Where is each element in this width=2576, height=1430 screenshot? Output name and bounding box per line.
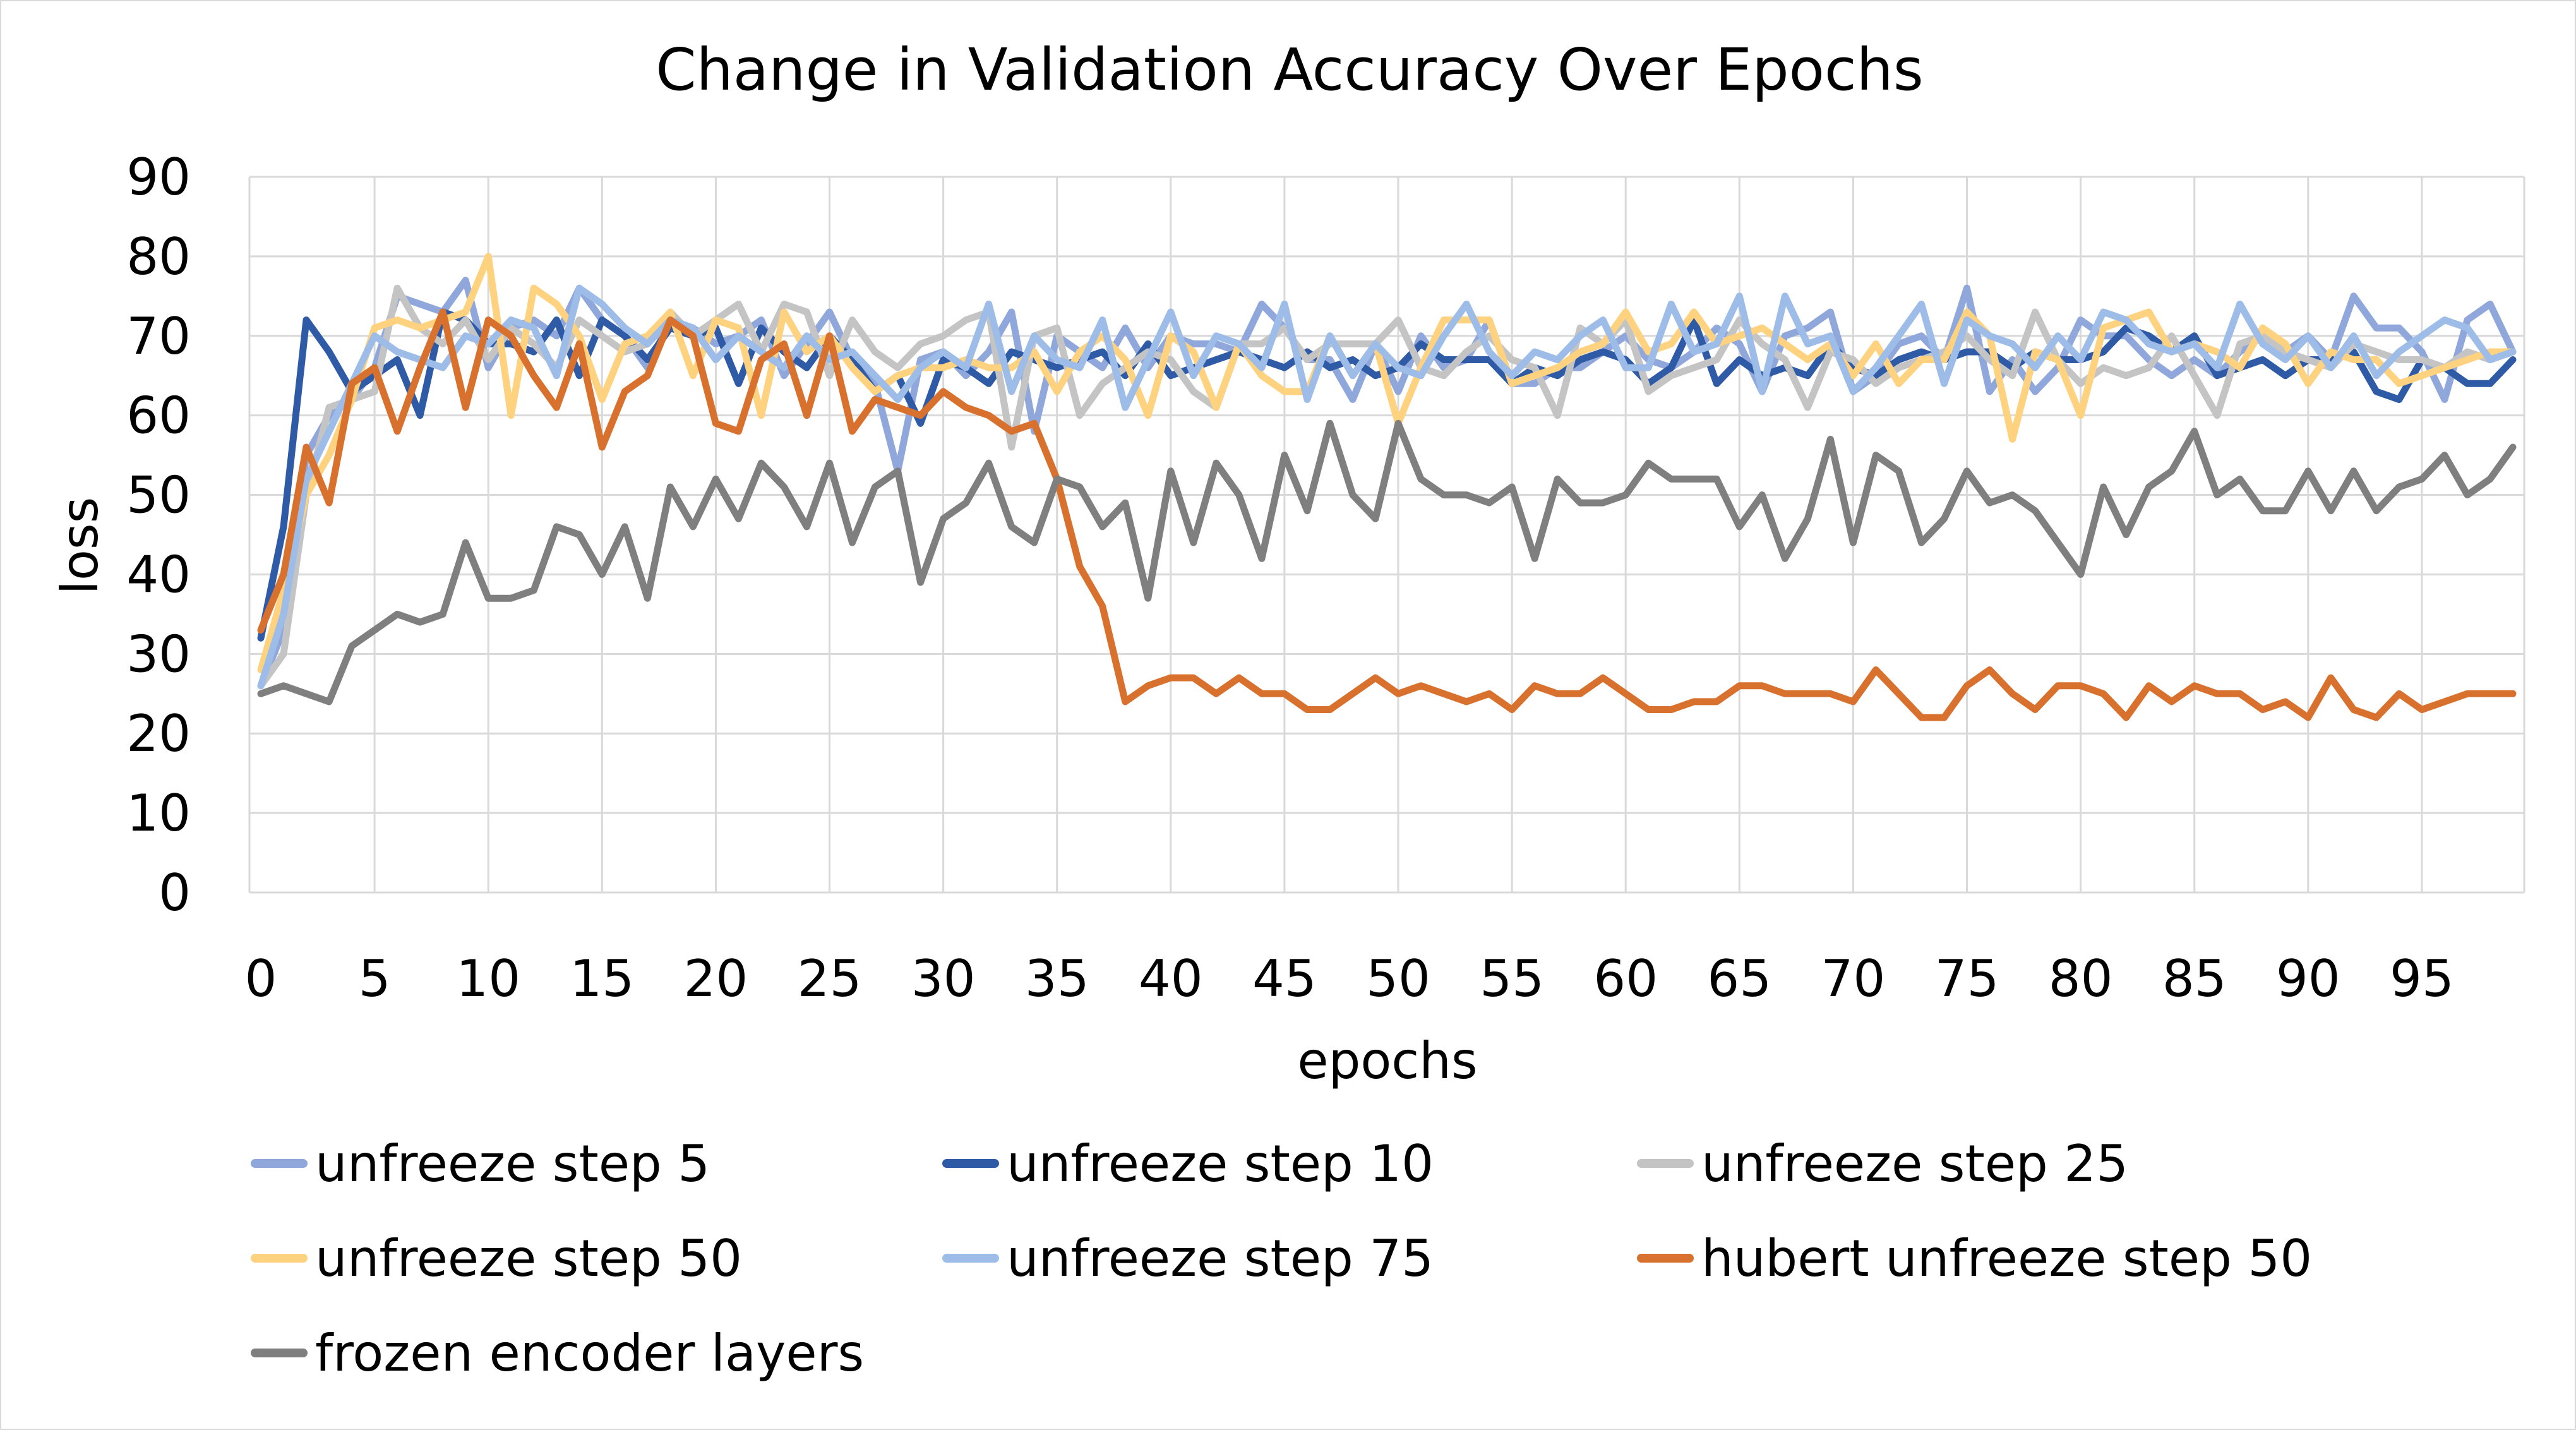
x-tick-label: 65	[1707, 949, 1771, 1008]
legend-swatch	[1637, 1159, 1694, 1168]
legend-item: frozen encoder layers	[251, 1315, 864, 1391]
x-tick-label: 55	[1480, 949, 1544, 1008]
legend-swatch	[251, 1349, 308, 1357]
y-tick-label: 70	[126, 307, 191, 366]
x-tick-label: 35	[1025, 949, 1089, 1008]
legend: unfreeze step 5 unfreeze step 10 unfreeze …	[251, 1126, 2524, 1416]
legend-swatch	[942, 1159, 999, 1168]
legend-swatch	[251, 1159, 308, 1168]
legend-label: unfreeze step 75	[1007, 1229, 1434, 1288]
x-tick-label: 0	[245, 949, 277, 1008]
y-tick-label: 90	[126, 148, 191, 207]
x-tick-label: 10	[456, 949, 520, 1008]
legend-label: unfreeze step 10	[1007, 1134, 1434, 1193]
legend-label: unfreeze step 50	[315, 1229, 743, 1288]
x-axis-label: epochs	[1297, 1031, 1477, 1090]
y-tick-label: 60	[126, 387, 191, 445]
legend-item: unfreeze step 75	[942, 1220, 1434, 1296]
y-tick-label: 0	[159, 863, 191, 922]
x-tick-label: 90	[2276, 949, 2340, 1008]
x-tick-label: 70	[1821, 949, 1886, 1008]
y-tick-label: 20	[126, 704, 191, 763]
y-tick-label: 80	[126, 227, 191, 286]
series-line-3	[257, 284, 2517, 690]
series-line-5	[257, 284, 2517, 690]
legend-label: hubert unfreeze step 50	[1701, 1229, 2313, 1288]
x-tick-label: 15	[570, 949, 634, 1008]
y-tick-label: 30	[126, 625, 191, 683]
legend-item: unfreeze step 25	[1637, 1126, 2128, 1201]
y-tick-label: 10	[126, 784, 191, 843]
y-tick-label: 50	[126, 466, 191, 525]
x-tick-label: 40	[1139, 949, 1203, 1008]
x-tick-label: 5	[359, 949, 391, 1008]
legend-swatch	[1637, 1254, 1694, 1263]
legend-label: unfreeze step 25	[1701, 1134, 2129, 1193]
x-tick-label: 30	[911, 949, 976, 1008]
gridlines	[248, 176, 2525, 894]
series-lines	[257, 253, 2517, 721]
series-line-6	[257, 308, 2517, 721]
x-tick-label: 25	[798, 949, 862, 1008]
x-tick-label: 85	[2162, 949, 2227, 1008]
x-tick-label: 95	[2390, 949, 2454, 1008]
legend-swatch	[942, 1254, 999, 1263]
legend-item: unfreeze step 50	[251, 1220, 742, 1296]
y-axis-ticks: 0 10 20 30 40 50 60 70 80 90	[126, 148, 191, 922]
series-line-7	[257, 419, 2517, 706]
x-tick-label: 60	[1593, 949, 1658, 1008]
x-tick-label: 75	[1935, 949, 1999, 1008]
legend-item: unfreeze step 5	[251, 1126, 710, 1201]
x-tick-label: 20	[684, 949, 748, 1008]
x-tick-label: 45	[1252, 949, 1317, 1008]
legend-item: hubert unfreeze step 50	[1637, 1220, 2312, 1296]
y-tick-label: 40	[126, 545, 191, 604]
legend-item: unfreeze step 10	[942, 1126, 1434, 1201]
x-tick-label: 80	[2049, 949, 2113, 1008]
legend-label: unfreeze step 5	[315, 1134, 710, 1193]
chart-title: Change in Validation Accuracy Over Epoch…	[656, 36, 1924, 104]
legend-swatch	[251, 1254, 308, 1263]
y-axis-label: loss	[51, 497, 109, 595]
x-axis-ticks: 0 5 10 15 20 25 30 35 40 45 50 55 60 65 70 75 80 85 90 95	[245, 949, 2454, 1008]
legend-label: frozen encoder layers	[315, 1323, 865, 1383]
x-tick-label: 50	[1366, 949, 1430, 1008]
